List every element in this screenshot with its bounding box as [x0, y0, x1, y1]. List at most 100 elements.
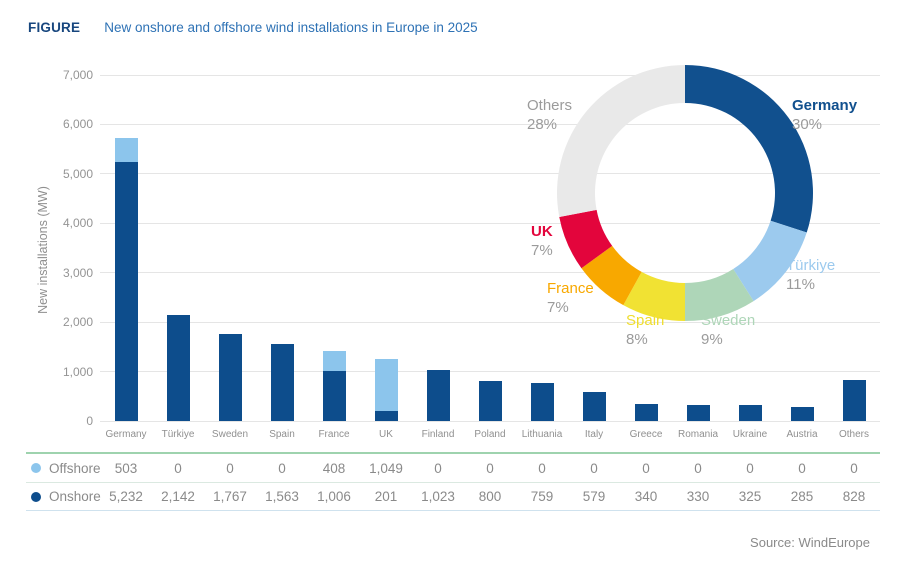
- legend-cell: Onshore: [26, 489, 101, 504]
- bar-ukraine: [724, 75, 776, 421]
- value-cell: 0: [486, 460, 494, 476]
- bar-others: [828, 75, 880, 421]
- value-cell: 828: [842, 489, 866, 504]
- figure-title: New onshore and offshore wind installati…: [104, 20, 478, 35]
- x-axis-label: Others: [838, 429, 869, 440]
- bar-romania: [672, 75, 724, 421]
- bar-uk: [360, 75, 412, 421]
- value-cell: 340: [634, 489, 658, 504]
- onshore-segment: [426, 370, 450, 421]
- figure-label: FIGURE: [28, 20, 81, 35]
- value-cell: 0: [174, 460, 182, 476]
- value-cell: 0: [694, 460, 702, 476]
- value-cell: 0: [642, 460, 650, 476]
- value-cell: 0: [746, 460, 754, 476]
- value-cell: 408: [322, 460, 346, 476]
- bar-sweden: [204, 75, 256, 421]
- value-cell: 0: [590, 460, 598, 476]
- x-axis-label: Germany: [105, 429, 147, 440]
- value-cell: 0: [278, 460, 286, 476]
- x-axis-label: Poland: [474, 429, 506, 440]
- onshore-legend-dot: [31, 491, 41, 502]
- onshore-segment: [634, 404, 658, 421]
- donut-label-name: Spain: [626, 312, 665, 329]
- value-cell: 0: [850, 460, 858, 476]
- donut-label-france: France 7%: [547, 279, 594, 317]
- value-cell: 1,006: [317, 489, 351, 504]
- donut-label-pct: 28%: [527, 116, 558, 133]
- donut-label-pct: 7%: [547, 299, 569, 316]
- bar-lithuania: [516, 75, 568, 421]
- x-axis-label: Sweden: [211, 429, 249, 440]
- y-tick-label: 7,000: [62, 68, 93, 82]
- value-cell: 330: [686, 489, 710, 504]
- x-axis-label: Ukraine: [732, 429, 768, 440]
- bar-türkiye: [152, 75, 204, 421]
- value-cell: 0: [226, 460, 234, 476]
- table-row-onshore: Onshore 5,232 2,142 1,767 1,563 1,006 201 1,023…: [26, 482, 880, 510]
- onshore-segment: [218, 333, 242, 421]
- value-cell: 0: [798, 460, 806, 476]
- bar-poland: [464, 75, 516, 421]
- y-tick-label: 1,000: [62, 364, 93, 379]
- gridline-6000: [100, 123, 880, 125]
- donut-label-pct: 7%: [531, 242, 553, 259]
- donut-slice-germany: [685, 65, 813, 233]
- y-axis-title: New installations (MW): [36, 186, 50, 314]
- value-cell: 759: [530, 489, 554, 504]
- donut-label-germany: Germany 30%: [792, 96, 857, 134]
- value-cell: 1,049: [369, 460, 403, 476]
- bar-spain: [256, 75, 308, 421]
- y-tick-label: 2,000: [62, 315, 93, 330]
- onshore-segment: [114, 162, 138, 421]
- donut-chart: [557, 65, 813, 321]
- donut-slice-sweden: [685, 268, 754, 321]
- value-cell: 5,232: [109, 489, 143, 504]
- bar-italy: [568, 75, 620, 421]
- donut-slice-france: [581, 245, 642, 306]
- x-axis-label: Türkiye: [161, 429, 195, 440]
- stacked-bars: [100, 75, 880, 421]
- gridline-5000: [100, 173, 880, 175]
- gridline-4000: [100, 222, 880, 224]
- y-tick-label: 6,000: [62, 117, 93, 132]
- onshore-segment: [322, 371, 346, 421]
- y-tick-label: 4,000: [62, 216, 93, 231]
- donut-label-name: Others: [527, 97, 573, 114]
- x-axis-label: Finland: [421, 429, 455, 440]
- x-axis-label: Italy: [584, 429, 604, 440]
- onshore-segment: [166, 315, 190, 421]
- value-cell: 2,142: [161, 489, 195, 504]
- value-cell: 503: [114, 460, 138, 476]
- donut-label-türkiye: Türkiye 11%: [786, 256, 835, 294]
- y-tick-label: 3,000: [62, 265, 93, 280]
- donut-label-name: Sweden: [701, 312, 756, 329]
- x-axis-label: Austria: [786, 429, 818, 440]
- value-cell: 325: [738, 489, 762, 504]
- onshore-segment: [270, 343, 294, 421]
- onshore-segment: [738, 404, 762, 421]
- donut-label-name: UK: [531, 223, 553, 240]
- offshore-segment: [114, 137, 138, 163]
- donut-label-uk: UK 7%: [531, 222, 553, 260]
- value-cell: 1,767: [213, 489, 247, 504]
- x-axis-label: Romania: [677, 429, 719, 440]
- onshore-segment: [374, 411, 398, 421]
- donut-slice-others: [557, 65, 685, 217]
- bar-finland: [412, 75, 464, 421]
- value-cell: 0: [434, 460, 442, 476]
- data-table: Offshore 503 0 0 0 408 1,049 0 0 0 0 0 0 0 0 0 Onshore 5,…: [26, 452, 880, 511]
- bar-germany: [100, 75, 152, 421]
- value-cell: 1,023: [421, 489, 455, 504]
- onshore-segment: [686, 404, 710, 421]
- value-cell: 201: [374, 489, 398, 504]
- offshore-segment: [374, 359, 398, 412]
- bar-greece: [620, 75, 672, 421]
- donut-label-sweden: Sweden 9%: [701, 311, 755, 349]
- legend-label: Offshore: [49, 460, 101, 476]
- donut-label-pct: 30%: [792, 116, 823, 133]
- gridline-1000: [100, 371, 880, 373]
- bar-austria: [776, 75, 828, 421]
- source-text: Source: WindEurope: [750, 535, 870, 550]
- donut-slice-türkiye: [733, 220, 807, 302]
